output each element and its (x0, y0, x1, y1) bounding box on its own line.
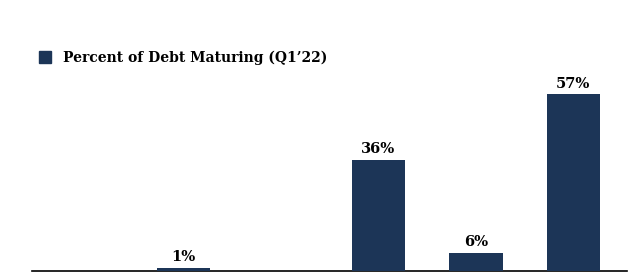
Bar (157, 268, 210, 271)
Text: 36%: 36% (361, 142, 396, 156)
Text: 58% of RTL’s Debt Is Scheduled to Mature After 2026(1): 58% of RTL’s Debt Is Scheduled to Mature… (25, 15, 615, 33)
Bar (351, 160, 405, 271)
Text: 1%: 1% (172, 250, 195, 264)
Legend: Percent of Debt Maturing (Q1’22): Percent of Debt Maturing (Q1’22) (39, 50, 327, 65)
Text: 6%: 6% (464, 235, 488, 249)
Bar (547, 95, 600, 271)
Bar (449, 253, 502, 271)
Text: 57%: 57% (556, 77, 591, 91)
